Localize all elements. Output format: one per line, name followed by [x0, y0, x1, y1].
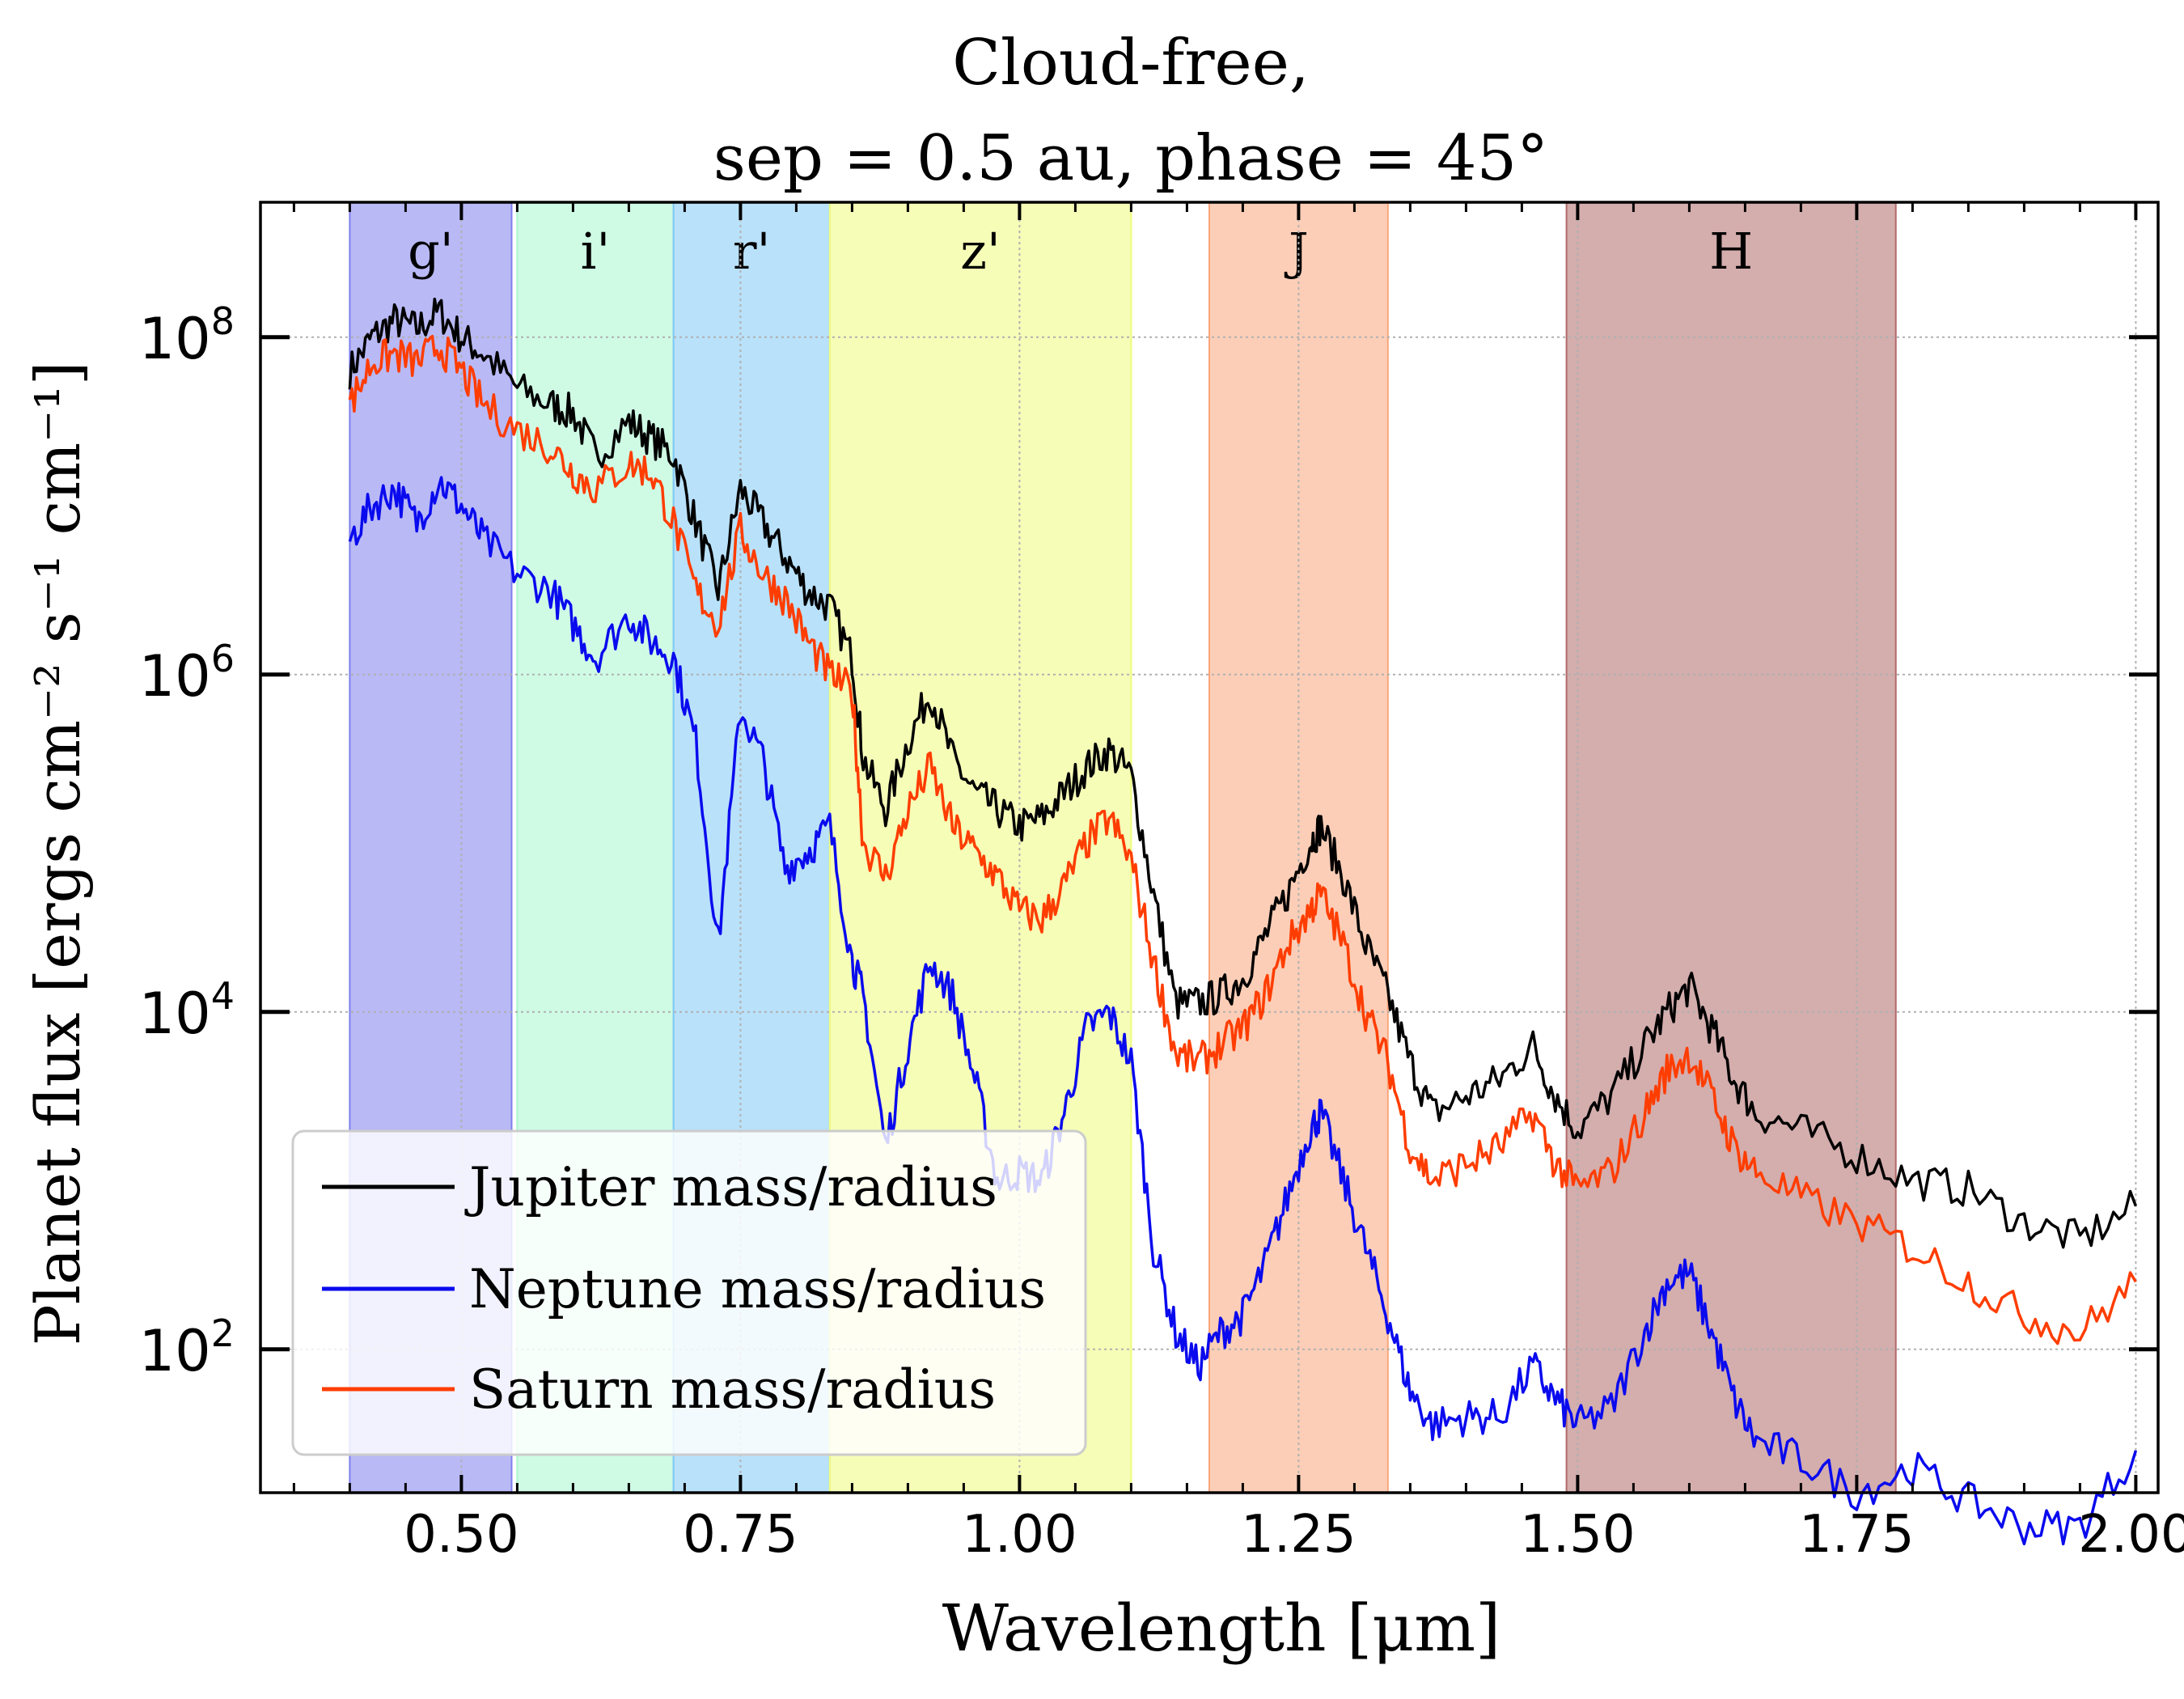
legend-entry-saturn: Saturn mass/radius: [322, 1358, 996, 1421]
plot-frame: [259, 201, 2160, 1494]
x-tick-label-1: 0.75: [683, 1505, 798, 1565]
band-label-1: i': [581, 222, 611, 281]
band-label-0: g': [408, 222, 454, 281]
series-layer: [348, 297, 2138, 1546]
y-axis-label: Planet flux [ergs cm⁻² s⁻¹ cm⁻¹]: [22, 362, 94, 1346]
x-tick-label-6: 2.00: [2078, 1505, 2184, 1565]
band-label-3: z': [960, 222, 1001, 281]
legend-label-neptune: Neptune mass/radius: [469, 1258, 1046, 1320]
series-line-jupiter-mass-radius: [348, 297, 2138, 1249]
legend: Jupiter mass/radius Neptune mass/radius …: [291, 1129, 1087, 1456]
x-tick-label-5: 1.75: [1799, 1505, 1915, 1565]
band-5: [1565, 201, 1897, 1494]
y-tick-label-2: 104: [139, 974, 235, 1047]
ticks-layer: 0.50 0.75 1.00 1.25 1.50 1.75 2.00 108 106 104 102: [139, 202, 2184, 1565]
band-4: [1208, 201, 1389, 1494]
x-tick-label-2: 1.00: [962, 1505, 1077, 1565]
chart-title-line-2: sep = 0.5 au, phase = 45°: [713, 122, 1548, 195]
band-label-5: H: [1709, 222, 1753, 281]
legend-label-saturn: Saturn mass/radius: [469, 1358, 996, 1421]
legend-entry-neptune: Neptune mass/radius: [322, 1258, 1046, 1320]
series-line-saturn-mass-radius: [348, 334, 2137, 1345]
x-tick-label-4: 1.50: [1520, 1505, 1636, 1565]
series-line-neptune-mass-radius: [348, 476, 2138, 1546]
y-tick-label-3: 102: [139, 1311, 235, 1384]
legend-entry-jupiter: Jupiter mass/radius: [322, 1156, 997, 1218]
grid-layer: [260, 202, 2158, 1493]
x-tick-label-3: 1.25: [1241, 1505, 1357, 1565]
x-tick-label-0: 0.50: [404, 1505, 519, 1565]
legend-box: [291, 1129, 1087, 1456]
x-axis-label: Wavelength [μm]: [942, 1591, 1501, 1666]
band-label-2: r': [733, 222, 771, 281]
band-label-4: J: [1284, 222, 1309, 281]
y-tick-label-1: 106: [139, 637, 235, 710]
legend-label-jupiter: Jupiter mass/radius: [464, 1156, 997, 1218]
y-tick-label-0: 108: [139, 299, 235, 372]
chart-title-line-1: Cloud-free,: [952, 27, 1309, 100]
